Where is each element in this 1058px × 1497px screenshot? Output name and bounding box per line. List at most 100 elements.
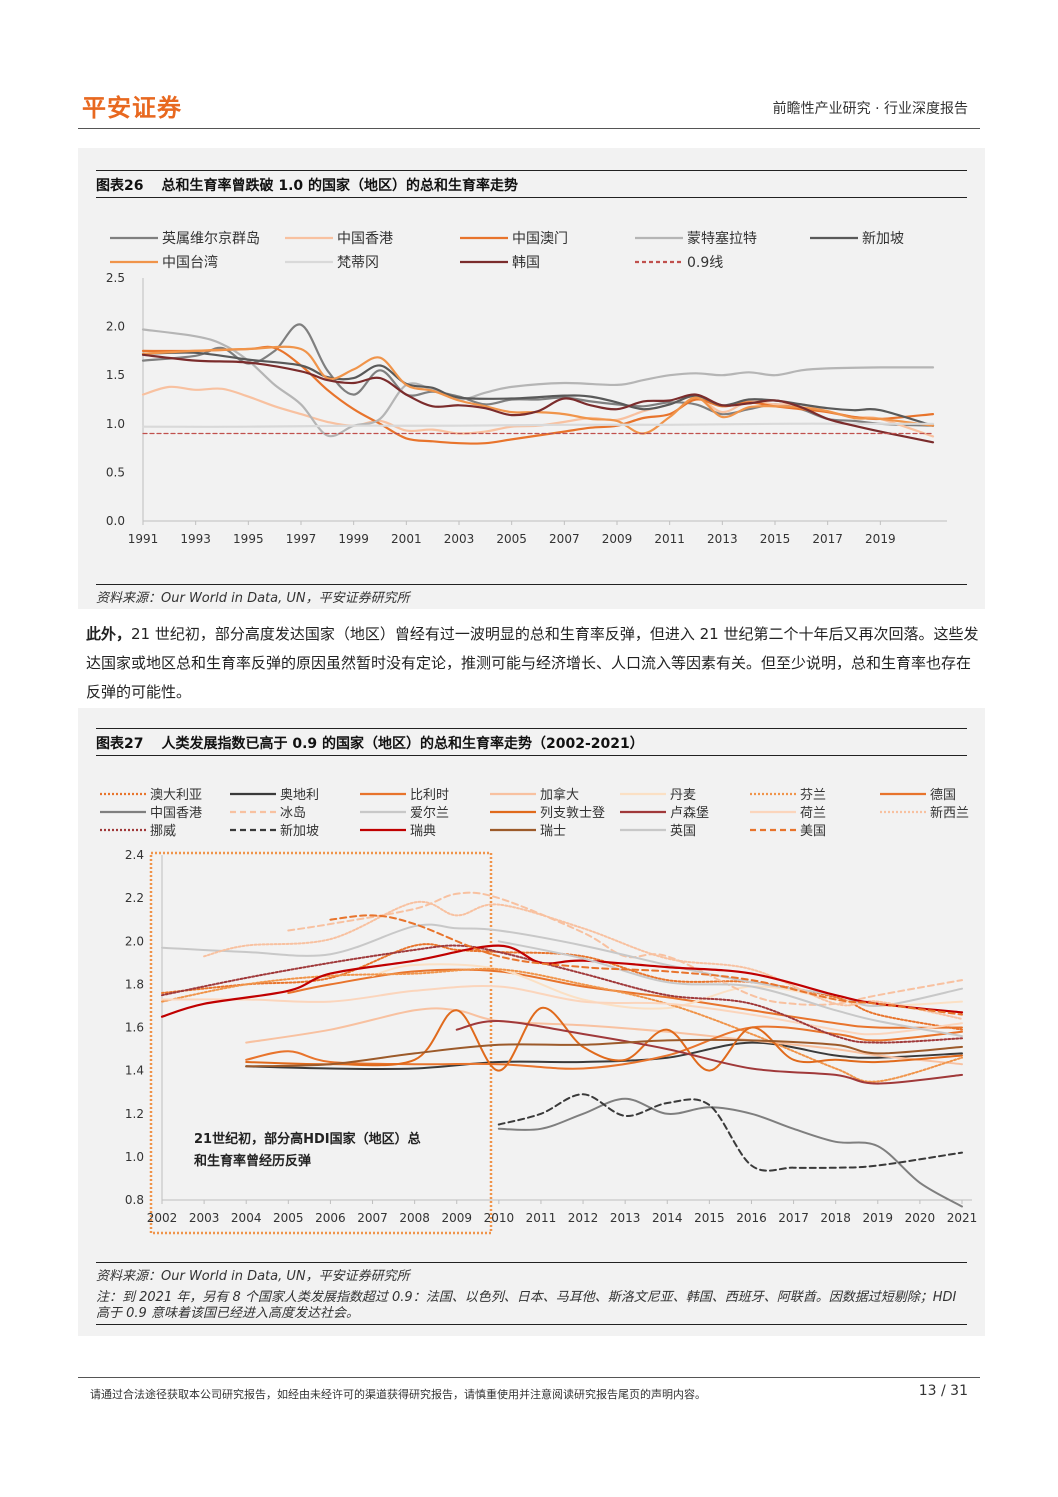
figure-27-panel: 图表27 人类发展指数已高于 0.9 的国家（地区）的总和生育率走势（2002-2… xyxy=(78,708,985,1336)
y-tick-label: 2.0 xyxy=(125,934,144,948)
x-tick-label: 2010 xyxy=(484,1211,515,1225)
x-tick-label: 2013 xyxy=(610,1211,641,1225)
series-line xyxy=(161,967,963,1083)
page-number: 13 / 31 xyxy=(918,1383,968,1399)
y-tick-label: 0.0 xyxy=(106,514,125,528)
figure-26-source: 资料来源：Our World in Data, UN，平安证券研究所 xyxy=(96,584,967,606)
series-line xyxy=(161,944,963,1044)
series-line xyxy=(141,345,935,435)
series-line xyxy=(161,943,963,1031)
legend-label: 0.9线 xyxy=(687,255,723,271)
legend-label: 韩国 xyxy=(512,255,540,271)
x-tick-label: 2009 xyxy=(602,532,633,546)
legend-label: 中国台湾 xyxy=(162,254,218,271)
legend-label: 瑞士 xyxy=(540,824,566,839)
series-line xyxy=(203,900,963,1020)
x-tick-label: 2011 xyxy=(526,1211,557,1225)
x-tick-label: 2003 xyxy=(189,1211,220,1225)
series-line xyxy=(497,940,963,1038)
x-tick-label: 2018 xyxy=(820,1211,851,1225)
figure-27-label: 图表27 xyxy=(96,736,144,752)
x-tick-label: 2006 xyxy=(315,1211,346,1225)
footer-divider xyxy=(78,1377,980,1378)
legend-label: 梵蒂冈 xyxy=(337,255,379,271)
figure-27-note: 注：到 2021 年，另有 8 个国家人类发展指数超过 0.9：法国、以色列、日… xyxy=(96,1290,967,1325)
body-paragraph: 此外，21 世纪初，部分高度发达国家（地区）曾经有过一波明显的总和生育率反弹，但… xyxy=(86,620,981,707)
y-tick-label: 2.4 xyxy=(125,848,144,862)
x-tick-label: 2021 xyxy=(947,1211,978,1225)
y-tick-label: 1.5 xyxy=(106,368,125,382)
header-divider xyxy=(78,128,980,129)
x-tick-label: 2005 xyxy=(273,1211,304,1225)
report-type: 前瞻性产业研究 · 行业深度报告 xyxy=(772,101,968,117)
figure-27-source: 资料来源：Our World in Data, UN，平安证券研究所 xyxy=(96,1262,967,1284)
x-tick-label: 1993 xyxy=(180,532,211,546)
series-line xyxy=(245,1025,963,1070)
legend-label: 瑞典 xyxy=(410,824,436,839)
paragraph-lead: 此外， xyxy=(86,625,132,643)
legend-label: 丹麦 xyxy=(670,788,696,803)
x-tick-label: 2002 xyxy=(147,1211,178,1225)
x-tick-label: 2011 xyxy=(654,532,685,546)
series-line xyxy=(329,914,963,1016)
legend-label: 新西兰 xyxy=(930,805,969,821)
series-line xyxy=(160,944,964,1018)
legend-label: 比利时 xyxy=(410,788,449,803)
series-line xyxy=(455,1019,963,1085)
footer-disclaimer: 请通过合法途径获取本公司研究报告，如经由未经许可的渠道获得研究报告，请慎重使用并… xyxy=(90,1388,706,1401)
brand-logo: 平安证券 xyxy=(82,94,182,122)
legend-label: 冰岛 xyxy=(280,805,306,821)
x-tick-label: 2007 xyxy=(549,532,580,546)
figure-26-panel: 图表26 总和生育率曾跌破 1.0 的国家（地区）的总和生育率走势 英属维尔京群岛… xyxy=(78,148,985,609)
series-line xyxy=(497,1093,963,1172)
x-tick-label: 2019 xyxy=(865,532,896,546)
legend-label: 中国香港 xyxy=(150,806,202,821)
series-line xyxy=(287,891,963,1006)
series-line xyxy=(245,1038,963,1068)
x-tick-label: 1995 xyxy=(233,532,264,546)
legend-label: 爱尔兰 xyxy=(410,806,449,821)
y-tick-label: 2.2 xyxy=(125,891,144,905)
y-tick-label: 1.0 xyxy=(125,1150,144,1164)
x-tick-label: 2003 xyxy=(444,532,475,546)
x-tick-label: 2017 xyxy=(812,532,843,546)
figure-27-heading: 人类发展指数已高于 0.9 的国家（地区）的总和生育率走势（2002-2021） xyxy=(161,736,644,752)
figure-26-title: 图表26 总和生育率曾跌破 1.0 的国家（地区）的总和生育率走势 xyxy=(96,170,967,198)
x-tick-label: 2008 xyxy=(399,1211,430,1225)
legend-label: 英国 xyxy=(670,824,696,839)
x-tick-label: 2014 xyxy=(652,1211,683,1225)
y-tick-label: 0.8 xyxy=(125,1193,144,1207)
x-tick-label: 1991 xyxy=(128,532,159,546)
legend-label: 荷兰 xyxy=(800,806,826,821)
annotation-line-1: 21世纪初，部分高HDI国家（地区）总 xyxy=(194,1131,421,1147)
x-tick-label: 2004 xyxy=(231,1211,262,1225)
x-tick-label: 2015 xyxy=(694,1211,725,1225)
x-tick-label: 2009 xyxy=(441,1211,472,1225)
legend-label: 加拿大 xyxy=(540,787,579,803)
series-line xyxy=(141,353,935,444)
legend-label: 芬兰 xyxy=(800,788,826,803)
series-line xyxy=(141,422,935,428)
x-tick-label: 2013 xyxy=(707,532,738,546)
x-tick-label: 2019 xyxy=(863,1211,894,1225)
series-line xyxy=(141,328,935,438)
legend-label: 新加坡 xyxy=(280,823,319,839)
y-tick-label: 1.4 xyxy=(125,1064,144,1078)
series-line xyxy=(161,985,963,1036)
x-tick-label: 2016 xyxy=(736,1211,767,1225)
y-tick-label: 1.0 xyxy=(106,417,125,431)
y-tick-label: 2.0 xyxy=(106,320,125,334)
legend-label: 蒙特塞拉特 xyxy=(687,230,757,247)
legend-label: 德国 xyxy=(930,788,956,803)
y-tick-label: 1.6 xyxy=(125,1021,144,1035)
legend-label: 英属维尔京群岛 xyxy=(162,230,260,247)
y-tick-label: 1.2 xyxy=(125,1107,144,1121)
legend-label: 挪威 xyxy=(150,824,176,839)
y-tick-label: 0.5 xyxy=(106,465,125,479)
series-line xyxy=(497,1097,963,1208)
figure-27-title: 图表27 人类发展指数已高于 0.9 的国家（地区）的总和生育率走势（2002-2… xyxy=(96,728,967,756)
x-tick-label: 1999 xyxy=(338,532,369,546)
x-tick-label: 2007 xyxy=(357,1211,388,1225)
annotation-line-2: 和生育率曾经历反弹 xyxy=(194,1153,311,1169)
